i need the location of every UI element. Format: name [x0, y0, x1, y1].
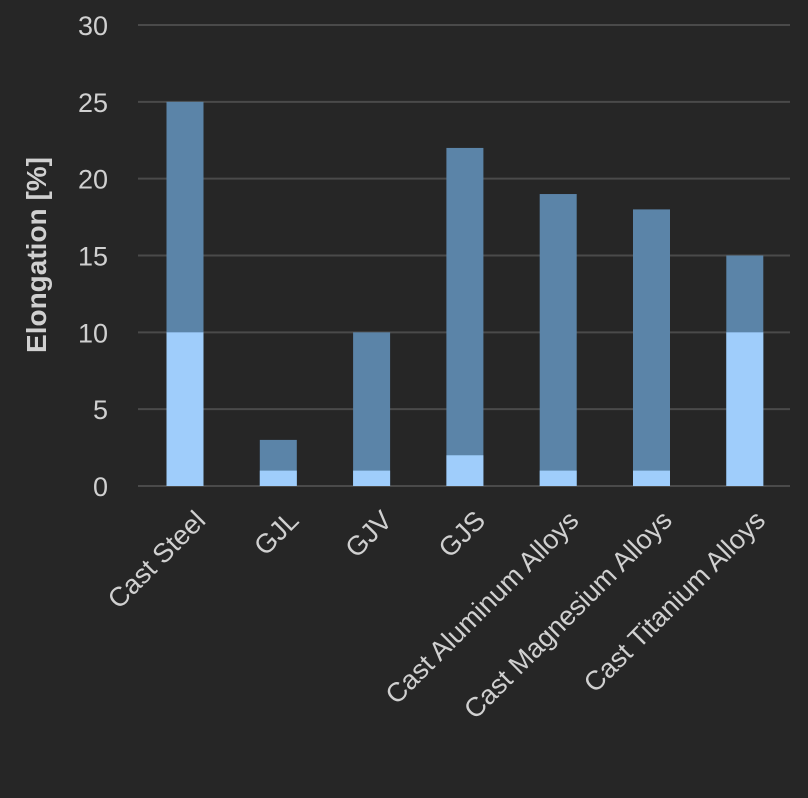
bar-series2-gjs [446, 455, 484, 486]
y-tick-label-25: 25 [78, 88, 108, 118]
x-tick-label-cast-titanium-alloys: Cast Titanium Alloys [578, 505, 771, 698]
bar-series1-cast-aluminum-alloys [539, 194, 577, 487]
bar-series1-cast-magnesium-alloys [633, 209, 670, 486]
y-tick-label-5: 5 [93, 395, 108, 425]
bar-series2-gjv [353, 470, 391, 486]
y-tick-label-30: 30 [78, 11, 108, 41]
bar-series2-cast-steel [166, 332, 204, 486]
bar-series2-cast-magnesium-alloys [633, 470, 670, 486]
y-tick-label-20: 20 [78, 165, 108, 195]
y-tick-label-0: 0 [93, 472, 108, 502]
y-axis-title: Elongation [%] [21, 157, 52, 353]
x-tick-label-gjs: GJS [433, 505, 491, 563]
bar-series2-gjl [259, 470, 297, 486]
bars-layer [166, 101, 764, 487]
x-tick-label-gjv: GJV [339, 505, 397, 563]
bar-series1-gjs [446, 147, 484, 486]
y-tick-label-10: 10 [78, 318, 108, 348]
x-tick-label-gjl: GJL [248, 505, 304, 561]
bar-series2-cast-titanium-alloys [726, 332, 764, 486]
bar-series1-gjv [353, 332, 391, 486]
y-tick-label-15: 15 [78, 242, 108, 272]
x-tick-label-cast-steel: Cast Steel [102, 505, 211, 614]
bar-series2-cast-aluminum-alloys [539, 470, 577, 486]
y-axis-ticks: 0 5 10 15 20 25 30 [78, 11, 108, 502]
